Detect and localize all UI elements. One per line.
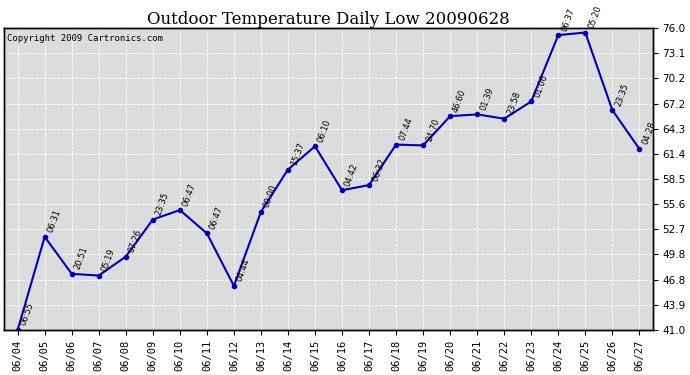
Text: 04:28: 04:28: [641, 121, 658, 146]
Text: 06:55: 06:55: [19, 302, 36, 327]
Text: 01:06: 01:06: [533, 73, 549, 99]
Text: 23:58: 23:58: [506, 90, 522, 116]
Text: 00:00: 00:00: [262, 184, 279, 209]
Text: 06:47: 06:47: [208, 205, 225, 231]
Text: 06:47: 06:47: [181, 182, 198, 207]
Text: 05:19: 05:19: [100, 248, 117, 273]
Text: 04:44: 04:44: [235, 258, 252, 283]
Text: 07:44: 07:44: [397, 116, 414, 142]
Text: 23:35: 23:35: [154, 191, 171, 217]
Text: 05:20: 05:20: [586, 4, 603, 30]
Text: 07:26: 07:26: [127, 228, 144, 254]
Text: 06:32: 06:32: [371, 157, 387, 182]
Text: 20:51: 20:51: [73, 246, 90, 271]
Text: 24:70: 24:70: [424, 117, 441, 142]
Text: 06:37: 06:37: [560, 7, 576, 32]
Text: 15:37: 15:37: [289, 141, 306, 167]
Text: 01:39: 01:39: [479, 86, 495, 112]
Text: 23:35: 23:35: [613, 82, 631, 107]
Text: 06:31: 06:31: [46, 209, 63, 234]
Text: 46:60: 46:60: [451, 88, 469, 113]
Text: 06:10: 06:10: [317, 118, 333, 144]
Text: 04:42: 04:42: [344, 162, 360, 188]
Text: Copyright 2009 Cartronics.com: Copyright 2009 Cartronics.com: [8, 34, 164, 43]
Title: Outdoor Temperature Daily Low 20090628: Outdoor Temperature Daily Low 20090628: [147, 11, 510, 28]
